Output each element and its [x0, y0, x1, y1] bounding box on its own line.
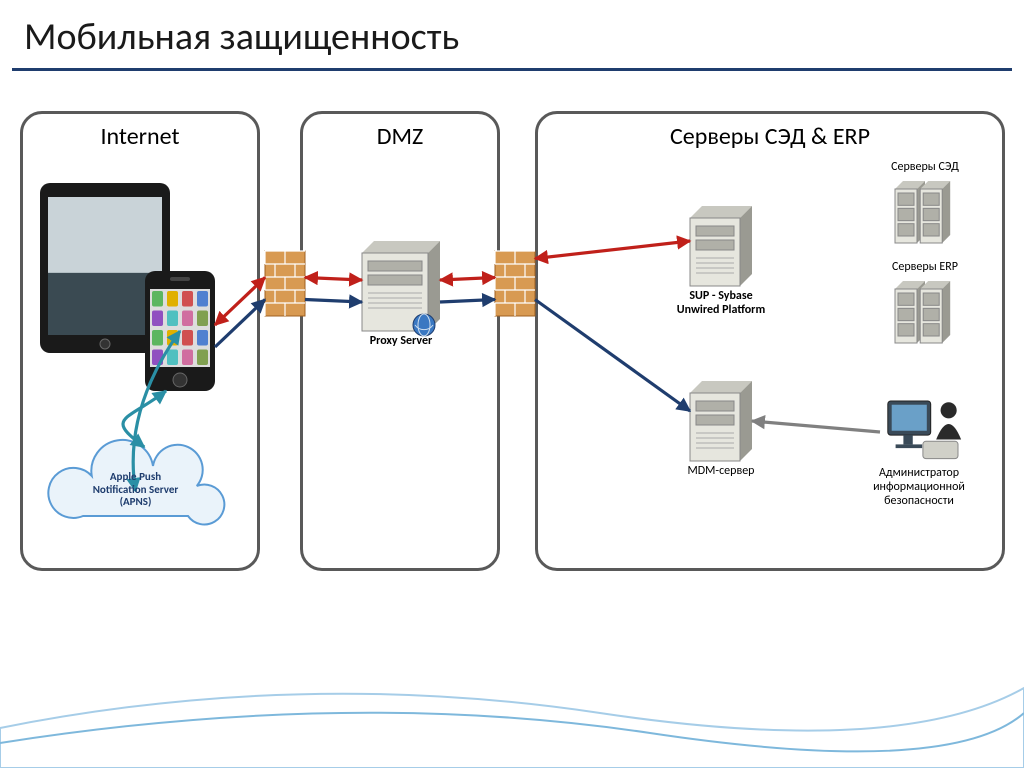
apns-label: Apple Push Notification Server (APNS): [48, 471, 223, 509]
sup-label: SUP - Sybase Unwired Platform: [661, 290, 781, 318]
zone-internet-title: Internet: [23, 122, 257, 151]
slide-title: Мобильная защищенность: [0, 0, 1024, 68]
rack-sed-label: Серверы СЭД: [870, 161, 980, 175]
title-underline: [12, 68, 1012, 71]
zone-dmz-title: DMZ: [303, 122, 497, 151]
mdm-label: MDM-сервер: [671, 465, 771, 479]
zone-servers-title: Серверы СЭД & ERP: [538, 122, 1002, 151]
diagram: Internet DMZ Серверы СЭД & ERP Apple Pus…: [0, 111, 1024, 751]
admin-label: Администратор информационной безопасност…: [854, 467, 984, 508]
rack-erp-label: Серверы ERP: [870, 261, 980, 275]
proxy-label: Proxy Server: [351, 335, 451, 349]
